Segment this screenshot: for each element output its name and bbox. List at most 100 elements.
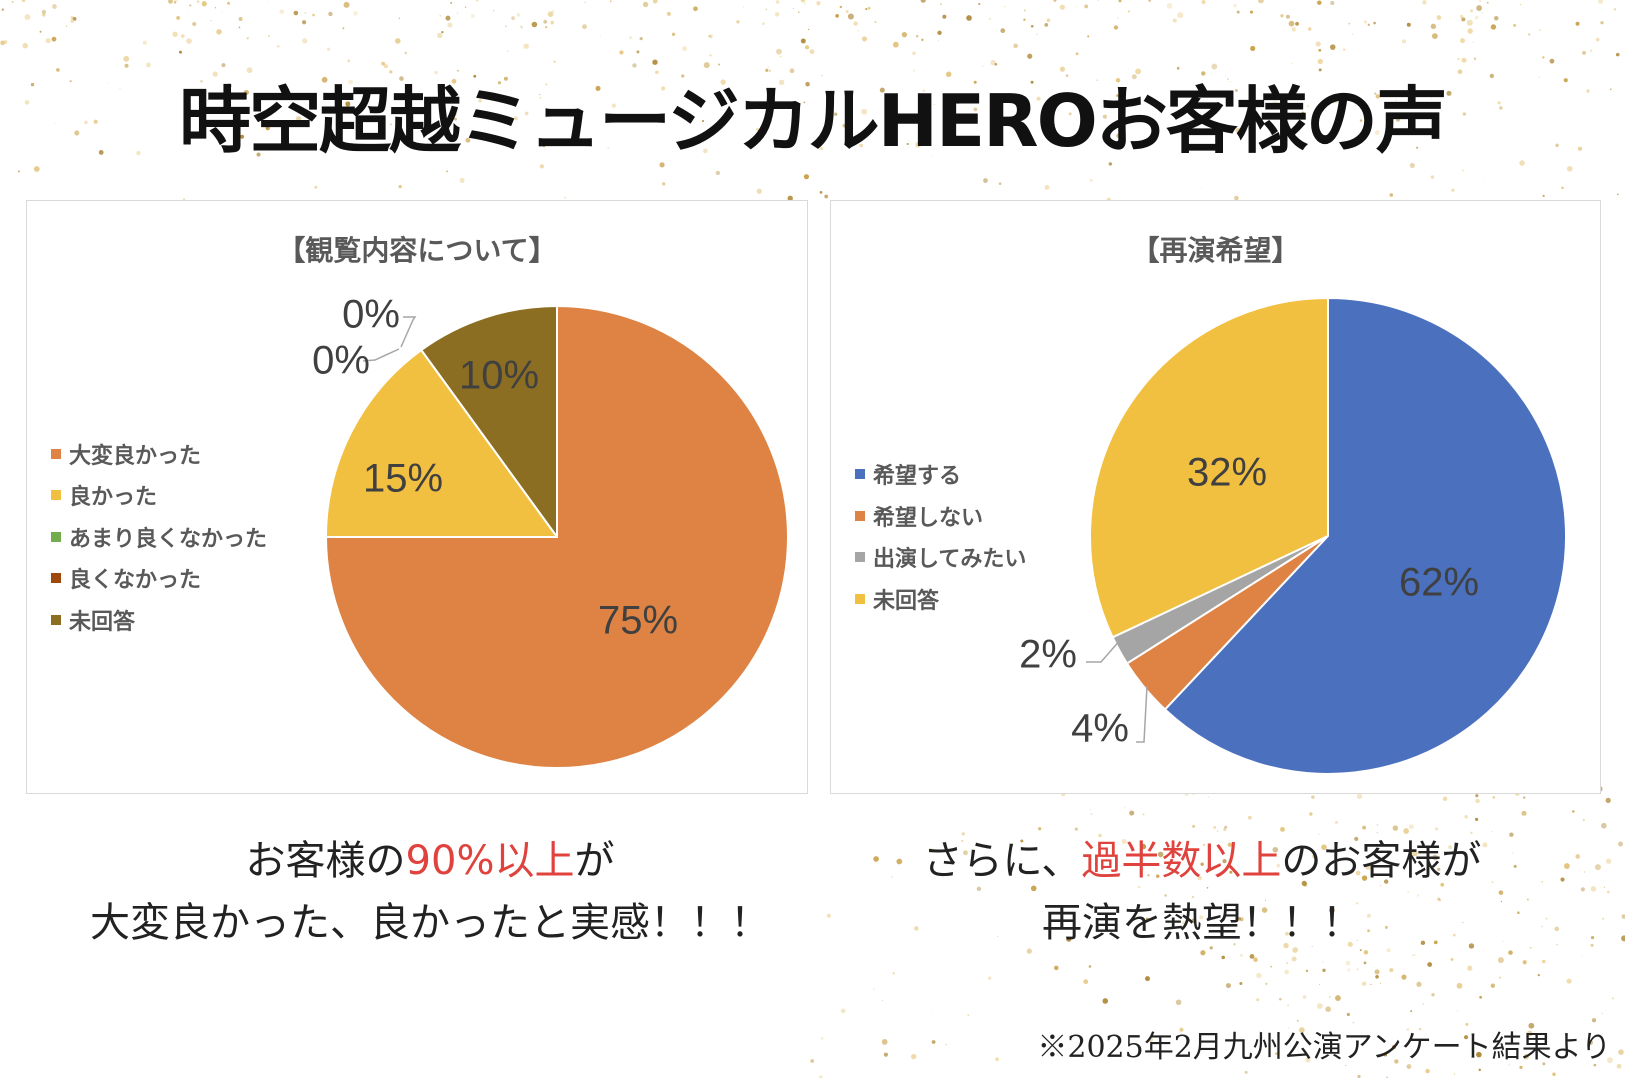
sparkle <box>1466 19 1473 26</box>
sparkle <box>1224 75 1227 77</box>
sparkle <box>1606 890 1610 894</box>
sparkle <box>475 0 479 2</box>
pie-chart-viewing <box>324 304 789 769</box>
sparkle <box>1053 965 1059 971</box>
sparkle <box>1383 1053 1388 1057</box>
sparkle <box>1542 1062 1546 1066</box>
sparkle <box>865 7 868 11</box>
sparkle <box>227 83 232 89</box>
sparkle <box>810 1059 815 1063</box>
sparkle <box>1356 902 1359 905</box>
sparkle <box>1348 22 1351 25</box>
sparkle <box>255 112 256 114</box>
sparkle <box>1145 976 1151 982</box>
sparkle <box>1605 797 1611 803</box>
sparkle <box>1034 85 1036 87</box>
sparkle <box>652 59 658 65</box>
sparkle <box>1411 850 1418 857</box>
sparkle <box>1406 1027 1410 1031</box>
pie-slice <box>419 304 558 541</box>
sparkle <box>1522 960 1527 965</box>
sparkle <box>1329 907 1335 914</box>
sparkle <box>671 32 676 36</box>
sparkle <box>636 50 640 54</box>
sparkle <box>770 97 776 103</box>
sparkle <box>891 876 893 878</box>
sparkle <box>1463 1035 1469 1040</box>
message-text: が <box>574 838 615 884</box>
sparkle <box>1401 974 1407 980</box>
sparkle <box>1493 15 1499 21</box>
sparkle <box>1542 56 1545 59</box>
sparkle <box>1298 1027 1305 1033</box>
sparkle <box>377 102 383 108</box>
legend-swatch <box>855 594 865 604</box>
sparkle <box>1362 825 1367 830</box>
sparkle <box>942 14 947 19</box>
sparkle <box>1059 4 1065 10</box>
sparkle <box>1616 193 1619 196</box>
sparkle <box>1462 921 1464 924</box>
legend-item: 良かった <box>51 479 157 511</box>
sparkle <box>1347 941 1353 947</box>
sparkle <box>1497 957 1504 964</box>
sparkle <box>296 116 302 122</box>
sparkle <box>1482 12 1484 14</box>
pie-chart-rerun <box>1086 296 1567 775</box>
sparkle <box>1200 862 1204 866</box>
sparkle <box>1410 101 1415 106</box>
sparkle <box>1343 48 1346 51</box>
sparkle <box>398 184 402 189</box>
sparkle <box>1391 1044 1397 1050</box>
sparkle <box>1027 53 1033 59</box>
sparkle <box>1116 133 1122 139</box>
sparkle <box>1220 914 1222 916</box>
legend-label: あまり良くなかった <box>69 527 268 552</box>
sparkle <box>1345 960 1351 966</box>
sparkle <box>1600 21 1604 25</box>
sparkle <box>1416 894 1420 897</box>
sparkle <box>408 116 413 121</box>
sparkle <box>715 170 721 176</box>
sparkle <box>521 26 523 29</box>
sparkle <box>950 99 956 105</box>
sparkle <box>70 19 75 23</box>
page-title: 時空超越ミュージカルHEROお客様の声 <box>179 79 1448 163</box>
sparkle <box>1356 939 1358 941</box>
sparkle <box>1470 831 1473 834</box>
sparkle <box>1030 885 1037 892</box>
sparkle <box>1321 844 1327 851</box>
sparkle <box>702 148 708 154</box>
sparkle <box>708 35 711 38</box>
sparkle <box>853 21 858 26</box>
sparkle <box>1603 886 1606 888</box>
sparkle <box>365 134 369 138</box>
sparkle <box>820 146 824 151</box>
data-label: 0% <box>342 292 400 337</box>
sparkle <box>1201 0 1206 4</box>
sparkle <box>1601 1012 1603 1014</box>
sparkle <box>1317 1003 1323 1009</box>
sparkle <box>1083 979 1089 985</box>
sparkle <box>1373 21 1376 25</box>
sparkle <box>873 988 875 990</box>
sparkle <box>873 856 879 862</box>
sparkle <box>1213 826 1217 829</box>
sparkle <box>1363 950 1369 955</box>
sparkle <box>1453 1073 1456 1075</box>
sparkle <box>345 101 351 107</box>
sparkle <box>1563 78 1568 83</box>
sparkle <box>920 0 926 3</box>
sparkle <box>983 178 988 183</box>
sparkle <box>1395 117 1400 122</box>
sparkle <box>1013 43 1018 49</box>
sparkle <box>146 62 151 68</box>
sparkle <box>1202 843 1206 846</box>
sparkle <box>1301 880 1307 886</box>
sparkle <box>192 21 197 27</box>
sparkle <box>1406 1064 1412 1069</box>
sparkle <box>1406 22 1411 27</box>
sparkle <box>39 30 42 33</box>
sparkle <box>722 122 726 126</box>
sparkle <box>65 25 68 27</box>
